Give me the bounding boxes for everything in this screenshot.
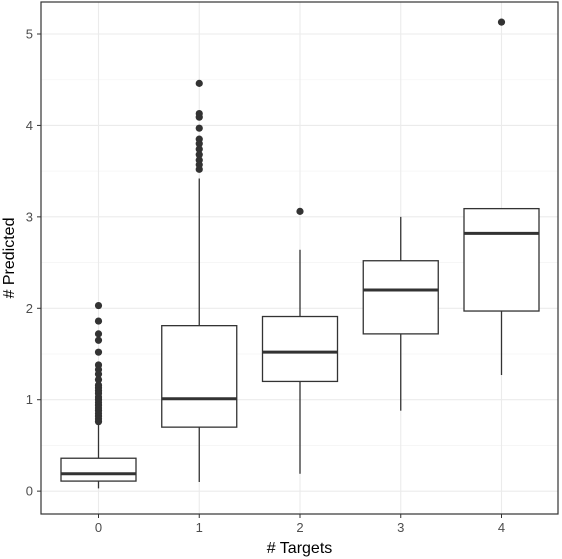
y-tick-label: 3 bbox=[26, 209, 33, 224]
outlier-point bbox=[195, 124, 203, 132]
box-group-1 bbox=[161, 79, 238, 482]
x-tick-label: 1 bbox=[196, 520, 203, 535]
outlier-point bbox=[94, 330, 103, 338]
outlier-point bbox=[94, 301, 103, 310]
y-tick-label: 1 bbox=[26, 392, 33, 407]
outlier-point bbox=[94, 370, 103, 378]
outlier-point bbox=[94, 348, 103, 356]
x-tick-label: 3 bbox=[397, 520, 404, 535]
outlier-point bbox=[195, 79, 203, 87]
outlier-point bbox=[296, 207, 304, 215]
outlier-point bbox=[497, 18, 506, 26]
box-layer bbox=[60, 18, 540, 489]
y-axis-title: # Predicted bbox=[1, 218, 18, 299]
iqr-box bbox=[60, 457, 137, 482]
y-tick-label: 4 bbox=[26, 118, 33, 133]
outlier-point bbox=[195, 140, 203, 148]
x-tick-label: 0 bbox=[95, 520, 102, 535]
outlier-point bbox=[94, 336, 103, 344]
iqr-box bbox=[362, 260, 439, 335]
x-axis-title: # Targets bbox=[267, 540, 333, 557]
outlier-point bbox=[94, 376, 103, 384]
outlier-point bbox=[195, 165, 203, 173]
x-tick-label: 4 bbox=[498, 520, 505, 535]
y-tick-label: 0 bbox=[26, 484, 33, 499]
outlier-point bbox=[195, 145, 203, 153]
outlier-point bbox=[94, 418, 103, 426]
outlier-point bbox=[195, 151, 203, 159]
box-group-4 bbox=[463, 18, 540, 376]
y-tick-label: 2 bbox=[26, 301, 33, 316]
box-group-2 bbox=[261, 207, 339, 474]
axis-ticks: 0 1 2 3 4 5 0 1 2 3 4 bbox=[26, 27, 505, 536]
outlier-point bbox=[195, 113, 203, 121]
y-tick-label: 5 bbox=[26, 27, 33, 42]
box-group-0 bbox=[60, 301, 137, 489]
iqr-box bbox=[463, 207, 540, 312]
x-tick-label: 2 bbox=[296, 520, 303, 535]
iqr-box bbox=[261, 315, 339, 383]
box-group-3 bbox=[362, 216, 439, 411]
outlier-point bbox=[94, 317, 103, 325]
iqr-box bbox=[161, 325, 238, 428]
